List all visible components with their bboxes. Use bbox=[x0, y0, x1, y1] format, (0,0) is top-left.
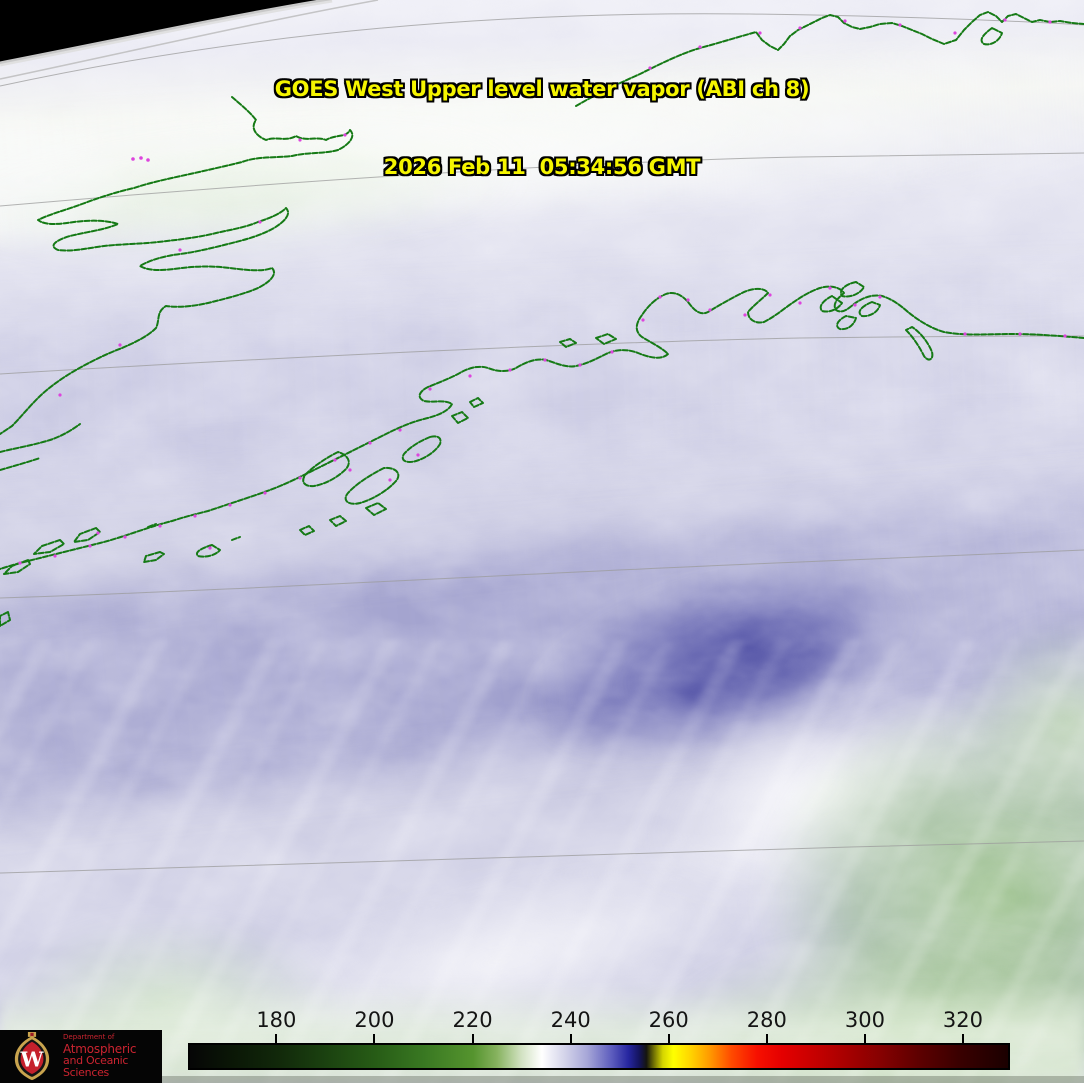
colorbar-gradient-bar bbox=[188, 1043, 1010, 1070]
colorbar-tick bbox=[569, 1034, 572, 1043]
city-markers bbox=[18, 18, 1067, 565]
colorbar-tick bbox=[765, 1034, 768, 1043]
uw-crest-icon: W bbox=[14, 1032, 50, 1081]
colorbar-tick-label: 280 bbox=[746, 1008, 787, 1032]
logo-text: Department of Atmospheric and Oceanic Sc… bbox=[63, 1033, 162, 1079]
colorbar-tick-label: 220 bbox=[452, 1008, 493, 1032]
colorbar-tick bbox=[667, 1034, 670, 1043]
earth-limb bbox=[0, 0, 379, 80]
colorbar-tick bbox=[373, 1034, 376, 1043]
colorbar-tick-label: 320 bbox=[942, 1008, 984, 1032]
colorbar: 180 200 220 240 260 280 300 320 bbox=[188, 1008, 1010, 1070]
colorbar-tick-label: 180 bbox=[256, 1008, 297, 1032]
logo-name-line1: Atmospheric bbox=[63, 1041, 137, 1056]
colorbar-tick bbox=[275, 1034, 278, 1043]
image-title: GOES West Upper level water vapor (ABI c… bbox=[0, 24, 1084, 232]
colorbar-tick-label: 260 bbox=[648, 1008, 689, 1032]
coastlines bbox=[0, 11, 1084, 627]
colorbar-tick bbox=[961, 1034, 964, 1043]
colorbar-tick-label: 200 bbox=[354, 1008, 395, 1032]
colorbar-tick bbox=[471, 1034, 474, 1043]
title-line-1: GOES West Upper level water vapor (ABI c… bbox=[274, 77, 810, 101]
uw-aos-logo: W Department of Atmospheric and Oceanic … bbox=[0, 1030, 162, 1083]
colorbar-tick-label: 240 bbox=[550, 1008, 591, 1032]
colorbar-tick bbox=[863, 1034, 866, 1043]
crest-monogram: W bbox=[20, 1047, 45, 1071]
colorbar-tick-label: 300 bbox=[844, 1008, 885, 1032]
logo-dept-label: Department of bbox=[63, 1033, 115, 1042]
logo-name-line2: and Oceanic Sciences bbox=[63, 1054, 129, 1079]
title-line-2: 2026 Feb 11 05:34:56 GMT bbox=[383, 155, 701, 179]
